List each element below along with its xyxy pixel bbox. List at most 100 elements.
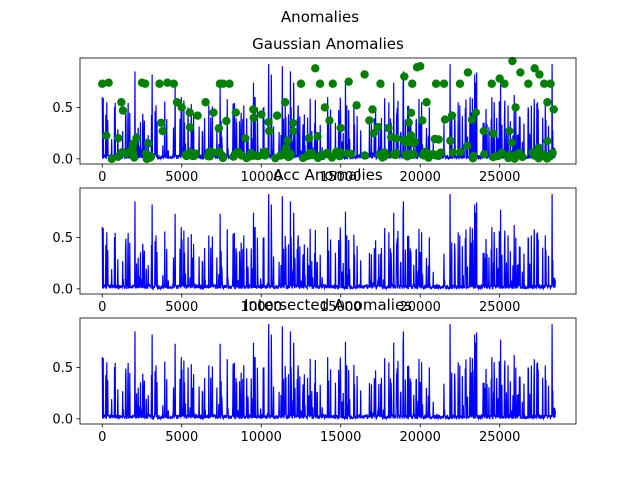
anomaly-marker — [304, 134, 314, 143]
anomaly-marker — [530, 64, 539, 73]
anomaly-marker — [455, 79, 465, 88]
gaussian-anomalies-title: Gaussian Anomalies — [252, 35, 404, 53]
anomaly-marker — [231, 108, 240, 117]
anomaly-marker — [163, 78, 172, 87]
anomaly-marker — [155, 79, 164, 88]
anomaly-marker — [543, 136, 552, 146]
anomaly-marker — [534, 154, 543, 163]
gaussian-series-line — [101, 64, 556, 162]
anomaly-marker — [419, 150, 429, 159]
anomaly-marker — [241, 134, 250, 143]
anomaly-marker — [185, 108, 194, 117]
anomaly-marker — [540, 79, 549, 88]
x-tick-label: 20000 — [400, 170, 441, 185]
x-tick-label: 15000 — [320, 170, 361, 185]
anomaly-marker — [365, 116, 374, 125]
anomaly-marker — [222, 116, 231, 126]
anomaly-marker — [471, 108, 481, 117]
x-tick-label: 20000 — [400, 300, 441, 315]
anomaly-marker — [313, 132, 322, 141]
anomaly-marker — [218, 79, 228, 88]
anomaly-marker — [408, 79, 417, 88]
anomaly-marker — [487, 79, 496, 88]
intersected-anomalies-frame — [79, 317, 577, 425]
anomaly-marker — [422, 98, 431, 107]
anomaly-marker — [129, 153, 139, 162]
anomaly-marker — [288, 126, 298, 136]
anomaly-marker — [283, 136, 292, 145]
anomaly-marker — [308, 150, 317, 160]
anomaly-marker — [418, 116, 427, 125]
anomaly-marker — [280, 98, 290, 107]
anomaly-marker — [257, 110, 266, 119]
anomaly-marker — [546, 79, 555, 88]
anomaly-marker — [169, 79, 178, 88]
anomaly-marker — [185, 123, 195, 132]
x-tick-label: 5000 — [165, 430, 198, 445]
anomaly-marker — [406, 131, 416, 140]
anomaly-marker — [282, 143, 291, 152]
anomaly-marker — [117, 98, 126, 107]
anomaly-marker — [102, 131, 111, 140]
anomaly-marker — [456, 147, 465, 157]
anomaly-marker — [507, 138, 517, 147]
anomaly-marker — [156, 118, 166, 128]
anomaly-marker — [467, 115, 477, 124]
anomaly-marker — [505, 126, 514, 136]
anomaly-marker — [272, 111, 282, 120]
figure-suptitle: Anomalies — [281, 8, 359, 26]
anomaly-marker — [260, 151, 270, 160]
anomaly-marker — [209, 108, 218, 117]
anomaly-marker — [480, 149, 489, 159]
anomaly-marker — [335, 152, 344, 161]
anomaly-marker — [410, 137, 420, 146]
anomaly-marker — [225, 79, 234, 88]
anomaly-marker — [249, 113, 258, 122]
anomaly-marker — [107, 154, 116, 164]
anomaly-marker — [128, 143, 137, 152]
y-tick-label: 0.0 — [52, 412, 73, 427]
anomaly-marker — [288, 118, 298, 128]
x-tick-label: 25000 — [479, 300, 520, 315]
x-tick-label: 10000 — [241, 300, 282, 315]
x-tick-label: 0 — [98, 170, 106, 185]
anomaly-marker — [205, 147, 214, 157]
anomaly-marker — [518, 152, 527, 162]
anomaly-marker — [549, 105, 558, 114]
anomaly-marker — [343, 149, 352, 158]
x-tick-label: 0 — [98, 300, 106, 315]
x-tick-label: 10000 — [241, 430, 282, 445]
anomaly-marker — [400, 72, 409, 81]
anomaly-marker — [328, 79, 337, 88]
anomaly-marker — [311, 64, 320, 73]
anomaly-marker — [249, 105, 258, 114]
anomaly-marker — [140, 79, 150, 88]
anomaly-marker — [376, 79, 385, 88]
anomaly-marker — [524, 79, 533, 88]
acc-anomalies-axes: 0 5000 10000 15000 20000 25000 0.0 0.5 — [52, 187, 577, 315]
anomaly-marker — [479, 126, 488, 136]
gaussian-anomaly-markers — [98, 56, 558, 164]
anomaly-marker — [447, 111, 457, 120]
anomaly-marker — [320, 103, 330, 112]
anomaly-marker — [237, 151, 247, 160]
anomaly-marker — [344, 77, 353, 86]
anomaly-marker — [440, 115, 450, 124]
anomaly-marker — [446, 136, 455, 145]
anomaly-marker — [264, 117, 273, 127]
anomaly-marker — [286, 149, 295, 158]
anomaly-marker — [246, 148, 256, 158]
anomaly-marker — [277, 151, 286, 160]
anomaly-marker — [336, 123, 345, 133]
anomaly-marker — [389, 150, 398, 159]
anomaly-marker — [193, 111, 202, 120]
anomaly-marker — [298, 153, 308, 163]
anomaly-marker — [535, 70, 544, 79]
anomaly-marker — [104, 78, 113, 87]
x-tick-label: 0 — [98, 430, 106, 445]
anomaly-marker — [118, 147, 127, 157]
anomaly-marker — [384, 123, 393, 133]
anomaly-marker — [315, 79, 325, 88]
anomaly-marker — [508, 56, 517, 66]
